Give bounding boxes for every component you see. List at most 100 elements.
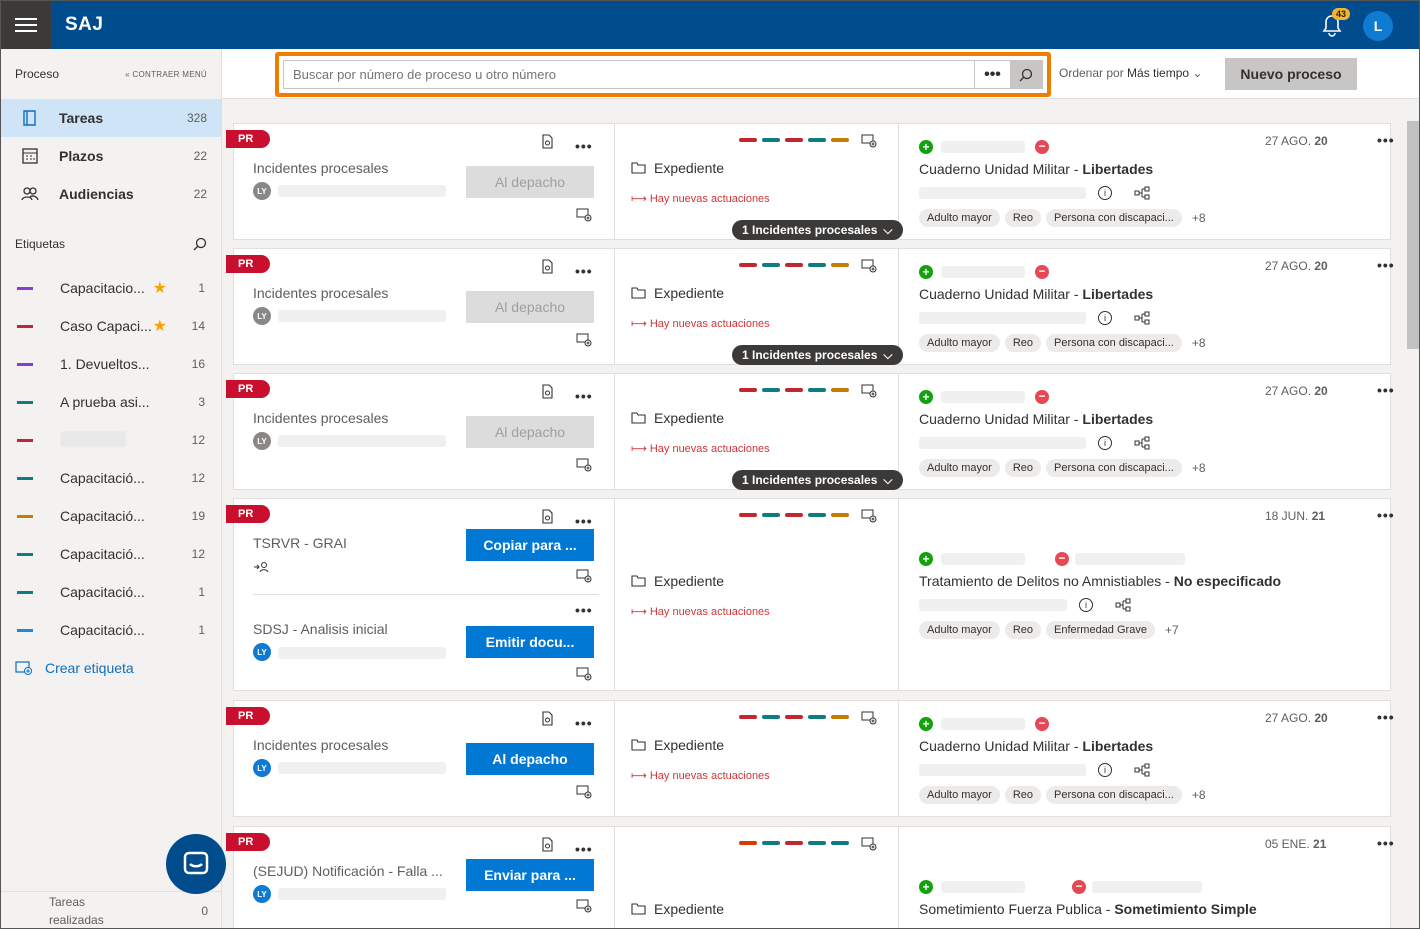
more-options-button[interactable]: •••	[575, 513, 593, 529]
nav-item-plazos[interactable]: Plazos 22	[1, 137, 221, 175]
nav-item-tareas[interactable]: Tareas 328	[1, 99, 221, 137]
action-button[interactable]: Al depacho	[466, 416, 594, 448]
info-icon[interactable]: i	[1098, 763, 1112, 777]
case-tag[interactable]: Reo	[1004, 459, 1041, 477]
task-card[interactable]: PR Incidentes procesales ••• LY Al depacho Ex…	[226, 700, 1394, 817]
action-button[interactable]: Al depacho	[466, 743, 594, 775]
add-party-icon[interactable]: +	[919, 717, 933, 731]
collapse-menu-button[interactable]: « CONTRAER MENÚ	[125, 69, 207, 79]
document-icon[interactable]	[541, 384, 554, 399]
remove-party-icon[interactable]: −	[1035, 717, 1049, 731]
add-party-icon[interactable]: +	[919, 552, 933, 566]
case-tag[interactable]: Enfermedad Grave	[1046, 621, 1155, 639]
add-label-icon[interactable]	[576, 333, 592, 347]
case-tag[interactable]: Persona con discapaci...	[1046, 459, 1182, 477]
add-label-icon[interactable]	[861, 509, 877, 523]
case-tag[interactable]: Adulto mayor	[919, 209, 1000, 227]
add-label-icon[interactable]	[861, 134, 877, 148]
remove-party-icon[interactable]: −	[1035, 265, 1049, 279]
add-party-icon[interactable]: +	[919, 140, 933, 154]
more-options-button[interactable]: •••	[575, 715, 593, 731]
label-item[interactable]: Caso Capaci... ★ 14	[1, 307, 221, 345]
hierarchy-icon[interactable]	[1134, 186, 1150, 200]
case-tag[interactable]: Reo	[1004, 621, 1041, 639]
action-button[interactable]: Emitir docu...	[466, 626, 594, 658]
new-process-button[interactable]: Nuevo proceso	[1225, 58, 1357, 90]
case-tag[interactable]: Reo	[1004, 334, 1041, 352]
more-tags[interactable]: +8	[1191, 461, 1206, 475]
incidents-dropdown[interactable]: 1 Incidentes procesales ⌵	[732, 345, 903, 365]
document-icon[interactable]	[541, 509, 554, 524]
label-item[interactable]: Capacitació... 12	[1, 535, 221, 573]
create-label-button[interactable]: Crear etiqueta	[1, 649, 221, 687]
task-card[interactable]: PR Incidentes procesales ••• LY Al depacho Ex…	[226, 373, 1394, 490]
user-avatar[interactable]: L	[1363, 11, 1393, 41]
case-tag[interactable]: Persona con discapaci...	[1046, 786, 1182, 804]
add-label-icon[interactable]	[576, 899, 592, 913]
expediente-link[interactable]: Expediente	[631, 160, 724, 176]
more-options-button[interactable]: •••	[575, 388, 593, 404]
remove-party-icon[interactable]: −	[1035, 140, 1049, 154]
add-label-icon[interactable]	[576, 667, 592, 681]
case-tag[interactable]: Adulto mayor	[919, 334, 1000, 352]
add-party-icon[interactable]: +	[919, 265, 933, 279]
incidents-dropdown[interactable]: 1 Incidentes procesales ⌵	[732, 470, 903, 490]
search-button[interactable]	[1010, 61, 1042, 88]
hierarchy-icon[interactable]	[1115, 598, 1131, 612]
more-options-button[interactable]: •••	[1377, 507, 1395, 523]
more-tags[interactable]: +7	[1164, 623, 1179, 637]
label-item[interactable]: Capacitació... 12	[1, 459, 221, 497]
add-label-icon[interactable]	[861, 711, 877, 725]
incidents-dropdown[interactable]: 1 Incidentes procesales ⌵	[732, 220, 903, 240]
document-icon[interactable]	[541, 134, 554, 149]
label-item[interactable]: 1. Devueltos... 16	[1, 345, 221, 383]
label-item[interactable]: 12	[1, 421, 221, 459]
more-options-button[interactable]: •••	[1377, 382, 1395, 398]
more-tags[interactable]: +8	[1191, 211, 1206, 225]
more-options-button[interactable]: •••	[575, 138, 593, 154]
expediente-link[interactable]: Expediente	[631, 573, 724, 589]
expediente-link[interactable]: Expediente	[631, 901, 724, 917]
case-tag[interactable]: Reo	[1004, 209, 1041, 227]
case-tag[interactable]: Persona con discapaci...	[1046, 334, 1182, 352]
document-icon[interactable]	[541, 711, 554, 726]
task-card[interactable]: PR Incidentes procesales ••• LY Al depacho Ex…	[226, 123, 1394, 240]
task-card[interactable]: PR Incidentes procesales ••• LY Al depacho Ex…	[226, 248, 1394, 365]
hierarchy-icon[interactable]	[1134, 436, 1150, 450]
star-icon[interactable]: ★	[152, 318, 167, 335]
document-icon[interactable]	[541, 259, 554, 274]
add-label-icon[interactable]	[861, 837, 877, 851]
add-party-icon[interactable]: +	[919, 880, 933, 894]
more-options-button[interactable]: •••	[575, 602, 593, 618]
search-icon[interactable]	[193, 237, 207, 251]
search-options-button[interactable]: •••	[974, 61, 1010, 88]
more-options-button[interactable]: •••	[1377, 709, 1395, 725]
action-button[interactable]: Al depacho	[466, 291, 594, 323]
more-options-button[interactable]: •••	[1377, 835, 1395, 851]
sort-dropdown[interactable]: Ordenar por Más tiempo ⌄	[1059, 66, 1203, 80]
hamburger-icon[interactable]	[1, 1, 51, 49]
action-button[interactable]: Copiar para ...	[466, 529, 594, 561]
remove-party-icon[interactable]: −	[1035, 390, 1049, 404]
info-icon[interactable]: i	[1098, 311, 1112, 325]
add-label-icon[interactable]	[861, 384, 877, 398]
assign-user-icon[interactable]	[253, 561, 269, 573]
info-icon[interactable]: i	[1098, 186, 1112, 200]
expediente-link[interactable]: Expediente	[631, 737, 724, 753]
case-tag[interactable]: Persona con discapaci...	[1046, 209, 1182, 227]
add-label-icon[interactable]	[576, 208, 592, 222]
info-icon[interactable]: i	[1079, 598, 1093, 612]
expediente-link[interactable]: Expediente	[631, 410, 724, 426]
hierarchy-icon[interactable]	[1134, 763, 1150, 777]
more-options-button[interactable]: •••	[575, 263, 593, 279]
add-label-icon[interactable]	[576, 569, 592, 583]
info-icon[interactable]: i	[1098, 436, 1112, 450]
search-input[interactable]	[284, 67, 974, 82]
completed-tasks[interactable]: Tareas realizadas 0	[1, 891, 222, 928]
add-label-icon[interactable]	[576, 785, 592, 799]
action-button[interactable]: Enviar para ...	[466, 859, 594, 891]
label-item[interactable]: Capacitació... 19	[1, 497, 221, 535]
more-options-button[interactable]: •••	[575, 841, 593, 857]
remove-party-icon[interactable]: −	[1072, 880, 1086, 894]
hierarchy-icon[interactable]	[1134, 311, 1150, 325]
